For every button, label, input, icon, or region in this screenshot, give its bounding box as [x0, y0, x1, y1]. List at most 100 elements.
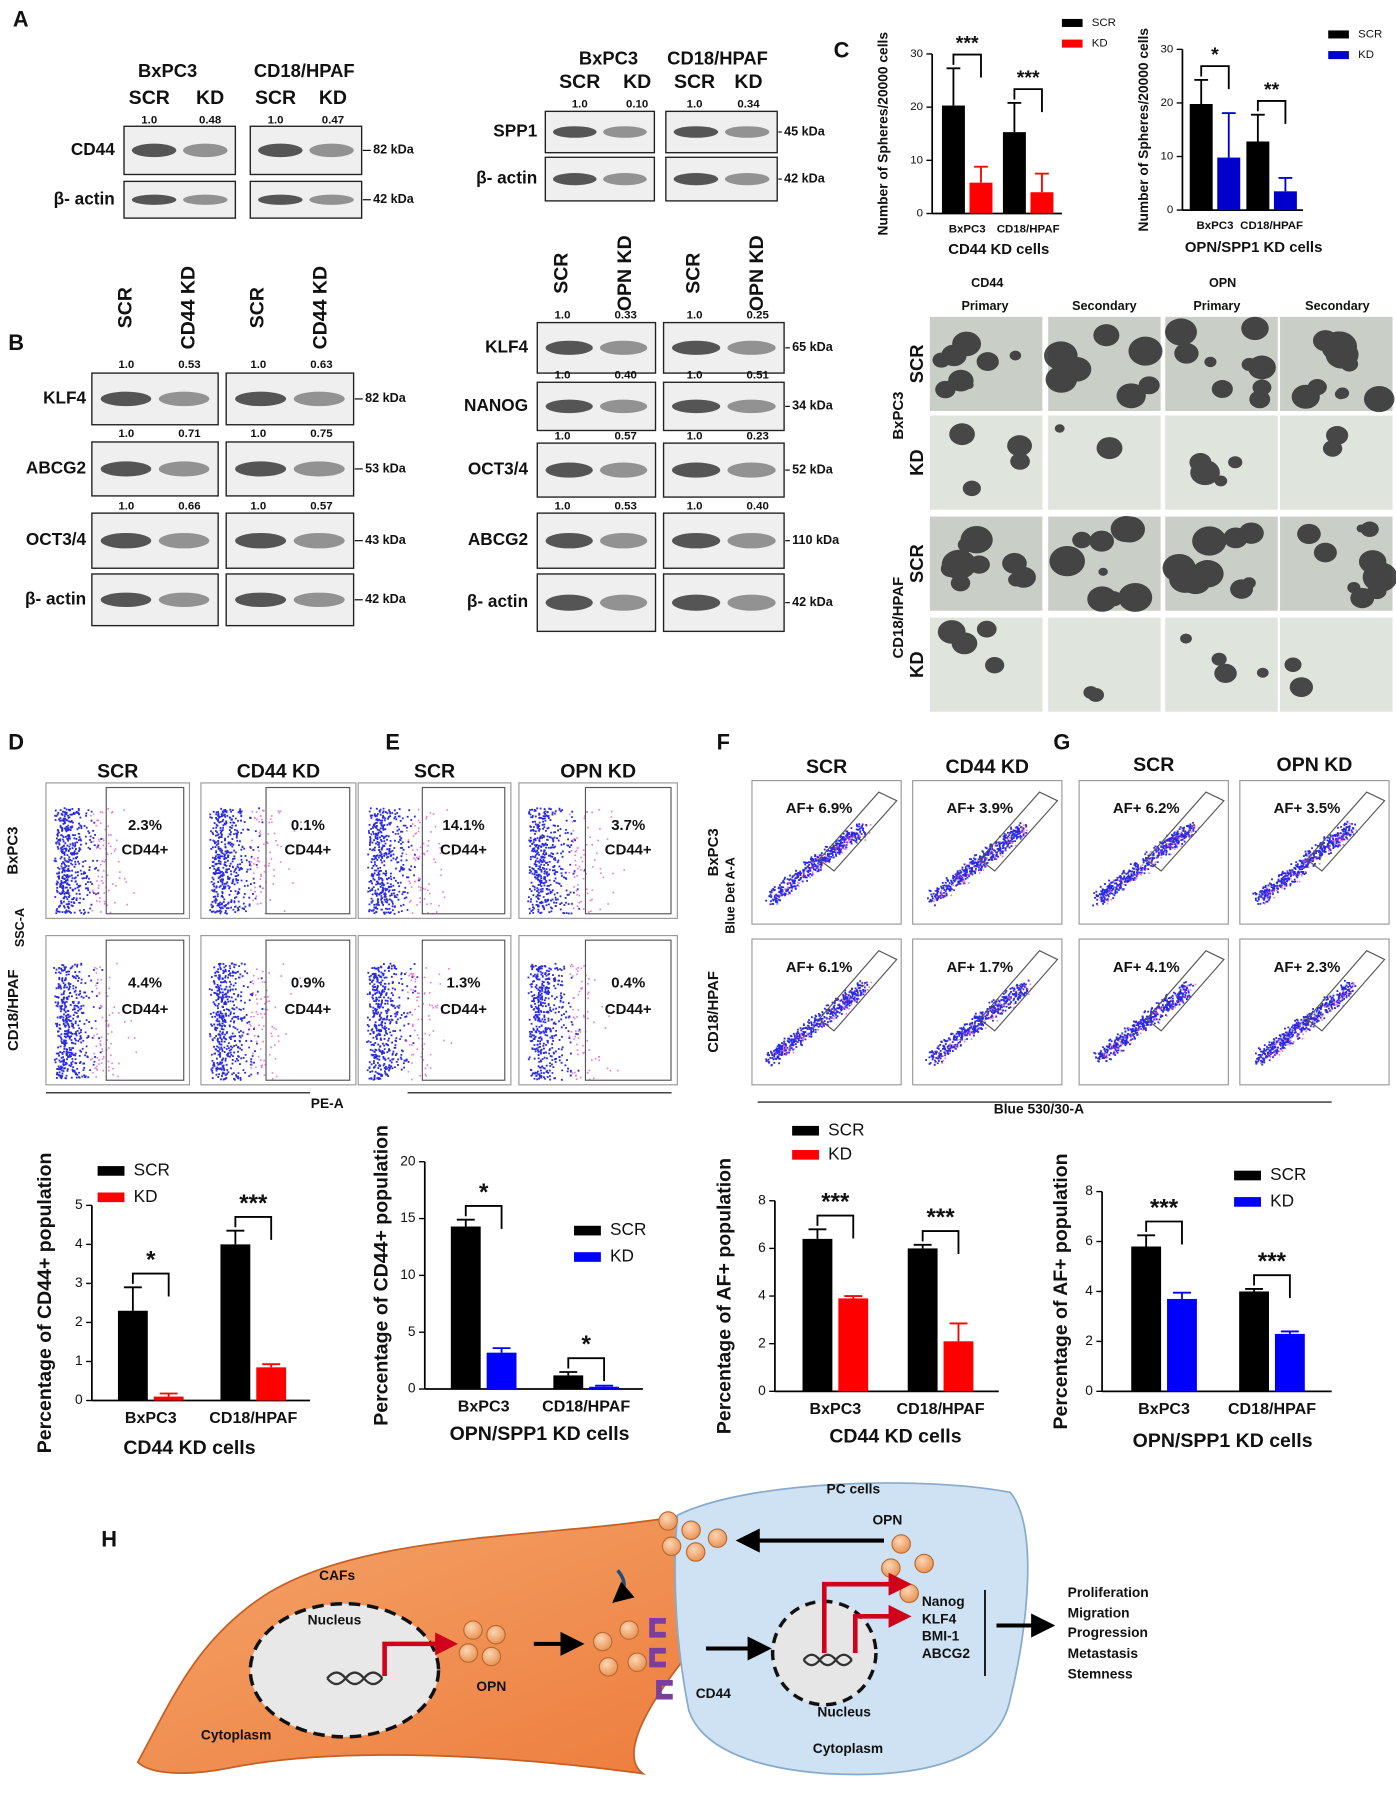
outcome: Metastasis — [1068, 1646, 1139, 1661]
blot-band — [293, 391, 345, 407]
protein-label: ABCG2 — [468, 529, 528, 549]
condition-label: OPN KD — [1277, 754, 1353, 776]
spheres — [937, 620, 1005, 674]
gate-value: 4.4% — [128, 974, 162, 991]
significance: * — [479, 1179, 489, 1206]
lane-label: CD44 KD — [310, 266, 332, 349]
bar — [969, 182, 993, 214]
panel-label: A — [13, 6, 29, 31]
legend-swatch — [574, 1225, 601, 1236]
blot-band — [545, 532, 593, 549]
lane-label: SCR — [255, 87, 296, 109]
gate-label: CD44+ — [284, 1001, 331, 1018]
band-ratio: 1.0 — [572, 98, 588, 110]
y-tick-label: 0 — [1085, 1383, 1093, 1398]
band-ratio: 1.0 — [687, 500, 703, 512]
size-label: 43 kDa — [365, 533, 407, 547]
red-arrow — [382, 1632, 459, 1677]
flow-events — [53, 807, 103, 915]
axis-label: PE-A — [311, 1096, 344, 1111]
y-tick-label: 5 — [75, 1197, 83, 1212]
size-label: 42 kDa — [792, 595, 834, 609]
lane-label: CD44 KD — [178, 266, 200, 349]
blot-band — [293, 592, 345, 608]
outcome: Stemness — [1068, 1667, 1133, 1682]
gene: Nanog — [922, 1594, 965, 1609]
outcome: Proliferation — [1068, 1585, 1149, 1600]
significance-bracket — [464, 1205, 503, 1229]
gate-label: CD44+ — [284, 842, 331, 859]
stage-label: Primary — [962, 299, 1009, 313]
y-tick-label: 6 — [1085, 1233, 1093, 1248]
gate — [1145, 791, 1225, 872]
panel-label: H — [101, 1526, 117, 1551]
blot-band — [158, 532, 210, 549]
band-ratio: 1.0 — [118, 428, 134, 440]
flow-events-gated — [1260, 981, 1356, 1065]
band-ratio: 1.0 — [687, 310, 703, 322]
condition-label: KD — [906, 449, 927, 476]
sphere-image — [1048, 415, 1161, 510]
band-ratio: 1.0 — [687, 369, 703, 381]
gate-value: 0.9% — [291, 974, 325, 991]
y-axis-label: Number of Spheres/20000 cells — [876, 32, 891, 236]
spheres — [1044, 324, 1163, 409]
legend-swatch — [1234, 1170, 1261, 1181]
y-axis-label: Percentage of AF+ population — [1050, 1153, 1072, 1429]
blot-band — [671, 594, 721, 611]
y-tick-label: 2 — [1085, 1333, 1093, 1348]
x-tick-label: CD18/HPAF — [897, 1400, 985, 1418]
legend-label: SCR — [610, 1219, 646, 1239]
band-ratio: 0.71 — [178, 428, 201, 440]
blot-band — [552, 126, 597, 138]
flow-plot — [518, 935, 678, 1086]
gate — [105, 786, 185, 915]
panel-label: B — [8, 330, 24, 355]
blot-band — [235, 532, 287, 549]
cell-line: BxPC3 — [890, 392, 907, 440]
flow-events — [367, 807, 421, 915]
spheres — [1189, 453, 1243, 487]
band-ratio: 0.34 — [737, 98, 760, 110]
condition-label: CD44 KD — [237, 761, 320, 783]
significance: * — [146, 1247, 156, 1274]
blot-band — [671, 340, 721, 355]
flow-events-gated — [250, 809, 302, 915]
band-ratio: 1.0 — [268, 115, 284, 127]
size-label: 65 kDa — [792, 340, 834, 354]
lane-label: SCR — [551, 253, 573, 294]
protein-label: OCT3/4 — [26, 529, 87, 549]
stage-label: Secondary — [1072, 299, 1136, 313]
blot-band — [545, 462, 593, 478]
spheres — [1162, 522, 1264, 599]
spheres — [1054, 424, 1123, 460]
flow-events-gated — [568, 963, 619, 1081]
gate — [584, 939, 672, 1081]
cd44-receptors — [649, 1618, 673, 1700]
band-ratio: 0.57 — [615, 430, 637, 442]
band-ratio: 1.0 — [118, 500, 134, 512]
size-label: 82 kDa — [365, 391, 407, 405]
protein-label: β- actin — [467, 591, 528, 611]
blot-band — [727, 462, 776, 478]
opn-label: OPN — [872, 1513, 902, 1528]
legend-swatch — [792, 1150, 819, 1160]
bar — [450, 1226, 481, 1390]
legend-label: SCR — [1358, 28, 1382, 40]
cell-line: BxPC3 — [579, 48, 638, 69]
opn-dots — [458, 1620, 506, 1667]
y-tick-label: 0 — [1167, 204, 1173, 216]
flow-events — [1092, 821, 1197, 907]
band-ratio: 1.0 — [687, 430, 703, 442]
axis-label: Blue Det A-A — [724, 857, 738, 934]
spheres — [940, 526, 1036, 592]
lane-label: SCR — [674, 71, 715, 93]
spheres — [1284, 657, 1314, 698]
blot-band — [183, 194, 228, 205]
spheres — [949, 423, 1032, 497]
y-tick-label: 5 — [408, 1324, 416, 1339]
group-label: CD44 — [971, 276, 1003, 290]
x-tick-label: CD18/HPAF — [542, 1398, 630, 1416]
caf-nucleus — [248, 1601, 441, 1739]
blot-band — [131, 143, 177, 158]
